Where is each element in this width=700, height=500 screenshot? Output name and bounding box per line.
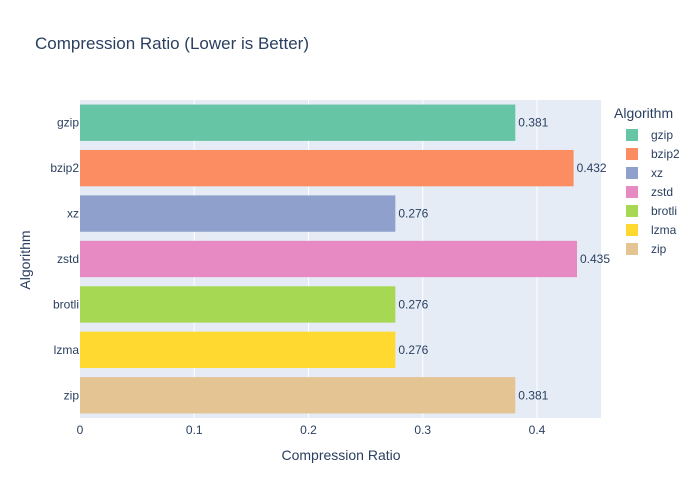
y-tick-label: brotli [53,297,79,311]
legend-item[interactable]: brotli [614,201,680,220]
legend-item[interactable]: lzma [614,220,680,239]
legend: Algorithm gzip bzip2 xz zstd brotli lzma zip [614,105,680,258]
x-tick-label: 0.2 [300,423,317,437]
data-label: 0.381 [518,116,548,130]
legend-label: lzma [651,222,677,237]
legend-swatch [626,147,638,160]
legend-label: zstd [651,184,674,199]
chart-title: Compression Ratio (Lower is Better) [35,34,309,53]
y-tick-label: gzip [57,116,79,130]
data-label: 0.276 [398,207,428,221]
x-tick-label: 0.4 [529,423,546,437]
bar-zstd [80,240,578,278]
x-axis-title: Compression Ratio [281,447,401,463]
y-tick-label: lzma [54,343,80,357]
bar-lzma [80,331,396,369]
legend-swatch [626,185,638,198]
legend-swatch [626,128,638,141]
bar-zip [80,377,516,414]
bar-gzip [80,104,516,141]
x-tick-label: 0.3 [414,423,431,437]
legend-item[interactable]: xz [614,163,680,182]
legend-label: bzip2 [651,146,680,161]
data-label: 0.276 [398,343,428,357]
data-label: 0.276 [398,297,428,311]
data-label: 0.381 [518,388,548,402]
legend-item[interactable]: gzip [614,125,680,144]
legend-label: gzip [651,127,674,142]
legend-swatch [626,204,638,217]
bar-brotli [80,286,396,323]
legend-items: gzip bzip2 xz zstd brotli lzma zip [614,125,680,258]
legend-swatch [626,223,638,236]
data-label: 0.432 [577,161,607,175]
bar-xz [80,195,396,232]
y-tick-label: bzip2 [50,161,79,175]
y-axis-title: Algorithm [17,230,33,290]
legend-item[interactable]: bzip2 [614,144,680,163]
y-tick-label: zstd [57,252,79,266]
legend-label: zip [651,241,667,256]
x-tick-label: 0.1 [186,423,203,437]
legend-swatch [626,166,638,179]
bar-bzip2 [80,149,574,187]
data-label: 0.435 [580,252,610,266]
y-tick-label: zip [64,388,80,402]
legend-label: brotli [651,203,678,218]
legend-label: xz [651,165,663,180]
y-tick-label: xz [67,207,79,221]
legend-swatch [626,242,638,255]
legend-item[interactable]: zstd [614,182,680,201]
legend-item[interactable]: zip [614,239,680,258]
legend-title: Algorithm [614,105,674,121]
x-tick-label: 0 [77,423,84,437]
